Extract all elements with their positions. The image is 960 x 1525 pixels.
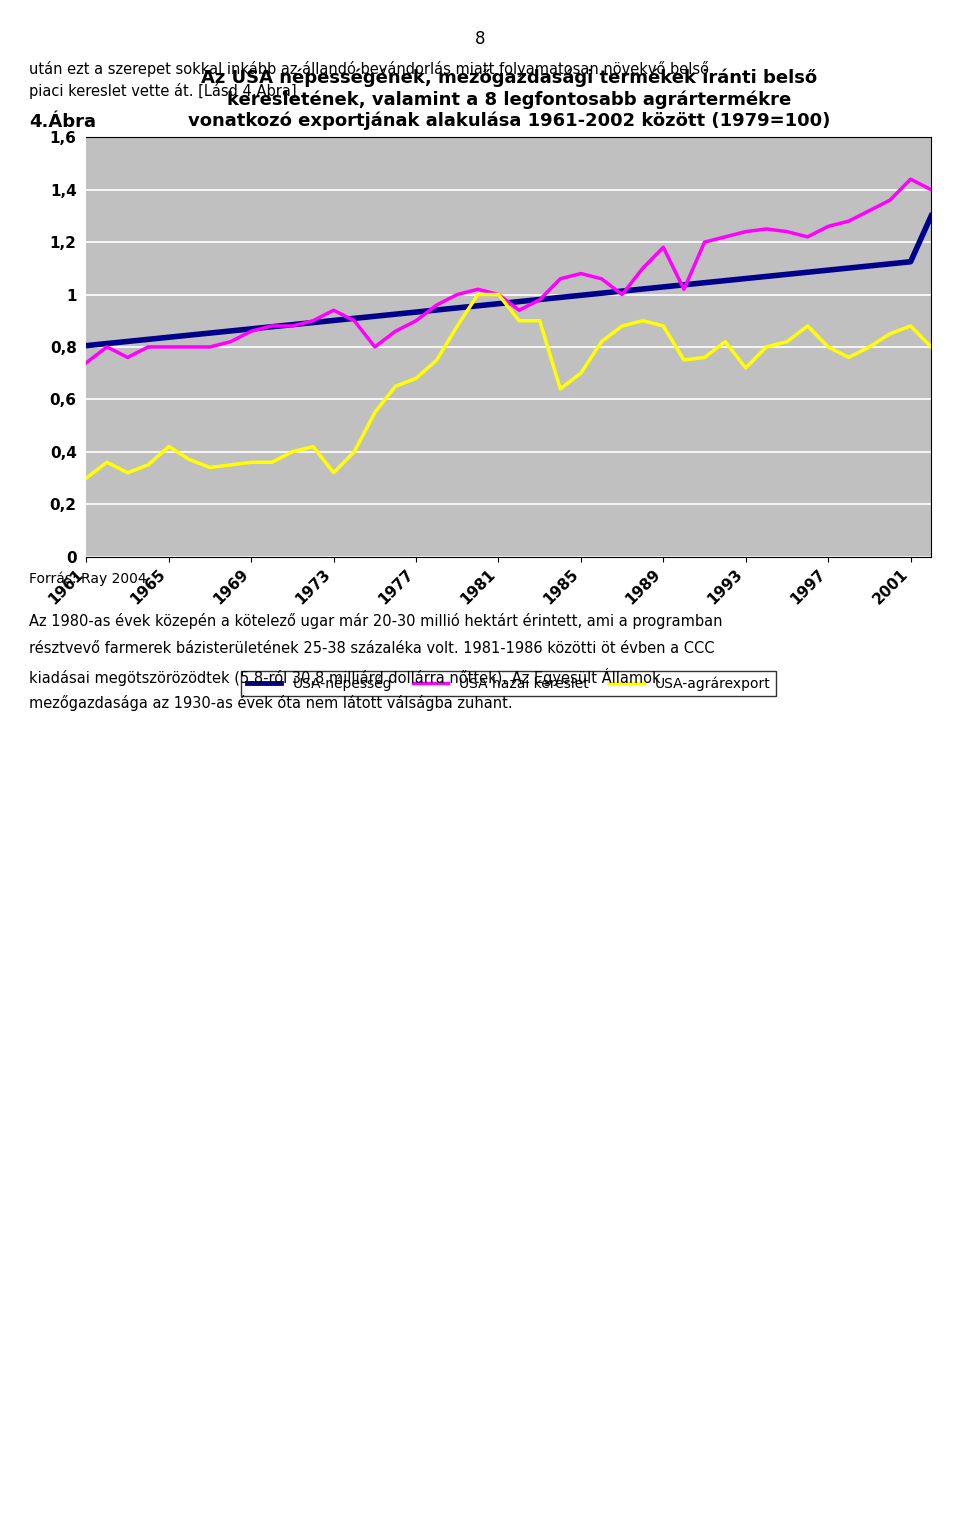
Title: Az USA népességének, mezőgazdasági termékek iránti belső
keresletének, valamint : Az USA népességének, mezőgazdasági termé…: [187, 69, 830, 130]
Text: után ezt a szerepet sokkal inkább az állandó bevándorlás miatt folyamatosan növe: után ezt a szerepet sokkal inkább az áll…: [29, 61, 708, 76]
Legend: USA-népesség, USA hazai kereslet, USA-agrárexport: USA-népesség, USA hazai kereslet, USA-ag…: [241, 671, 777, 697]
Text: piaci kereslet vette át. [Lásd 4.Ábra]: piaci kereslet vette át. [Lásd 4.Ábra]: [29, 81, 297, 99]
Text: 8: 8: [475, 30, 485, 49]
Text: mezőgazdasága az 1930-as évek óta nem látott válságba zuhant.: mezőgazdasága az 1930-as évek óta nem lá…: [29, 695, 513, 711]
Text: Az 1980-as évek közepén a kötelező ugar már 20-30 millió hektárt érintett, ami a: Az 1980-as évek közepén a kötelező ugar …: [29, 613, 722, 628]
Text: Forrás: Ray 2004: Forrás: Ray 2004: [29, 572, 147, 587]
Text: 4.Ábra: 4.Ábra: [29, 113, 96, 131]
Text: résztvevő farmerek bázisterületének 25-38 százaléka volt. 1981-1986 közötti öt é: résztvevő farmerek bázisterületének 25-3…: [29, 640, 714, 656]
Text: kiadásai megötszörözödtek (5,8-ról 30,8 milliárd dollárra nőttek). Az Egyesült Á: kiadásai megötszörözödtek (5,8-ról 30,8 …: [29, 668, 660, 686]
